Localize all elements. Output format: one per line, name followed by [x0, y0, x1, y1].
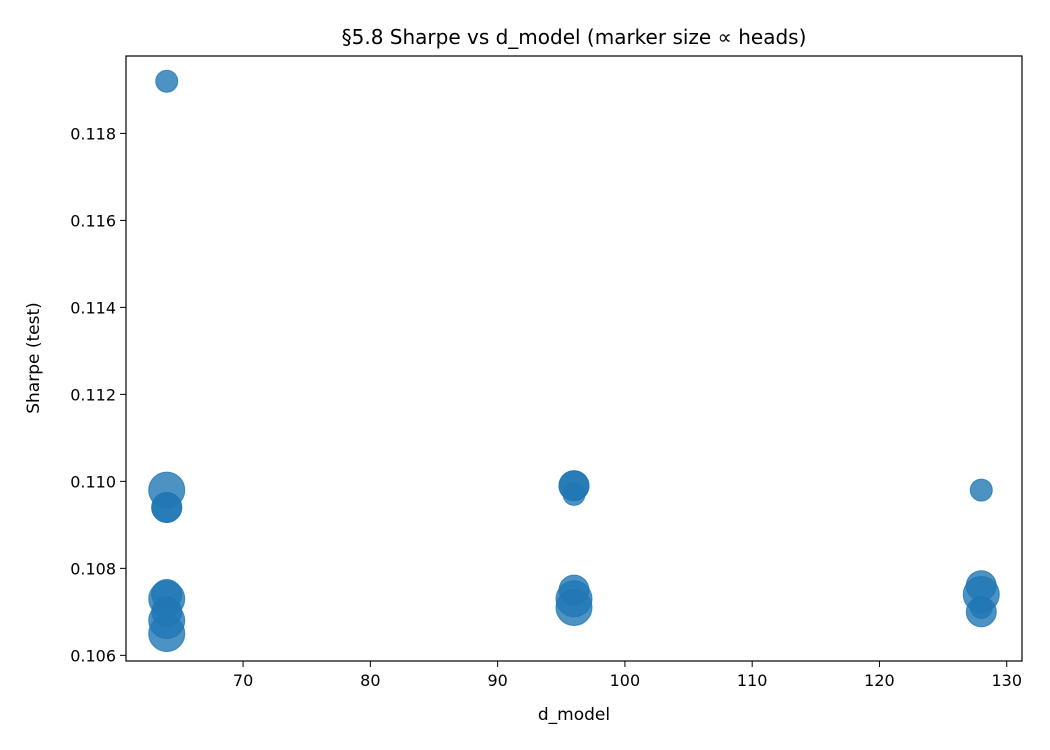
- y-tick-label: 0.112: [70, 385, 116, 404]
- x-tick-label: 100: [610, 671, 641, 690]
- y-tick-label: 0.106: [70, 646, 116, 665]
- x-axis-title: d_model: [538, 705, 610, 725]
- data-point-15: [555, 589, 593, 627]
- y-tick-label: 0.114: [70, 298, 116, 317]
- y-tick-label: 0.118: [70, 124, 116, 143]
- data-point-12: [562, 482, 586, 506]
- y-tick-label: 0.110: [70, 472, 116, 491]
- y-axis-title: Sharpe (test): [24, 302, 44, 414]
- x-tick-label: 130: [991, 671, 1022, 690]
- x-tick-label: 110: [737, 671, 768, 690]
- data-point-16: [969, 478, 993, 502]
- chart-title: §5.8 Sharpe vs d_model (marker size ∝ he…: [342, 25, 807, 49]
- x-tick-label: 70: [233, 671, 253, 690]
- x-tick-label: 80: [360, 671, 380, 690]
- y-tick-label: 0.108: [70, 559, 116, 578]
- data-point-9: [148, 615, 186, 653]
- data-point-20: [965, 596, 997, 628]
- data-points: [148, 69, 1000, 653]
- plot-frame: [125, 55, 1023, 662]
- y-tick-label: 0.116: [70, 211, 116, 230]
- data-point-1: [155, 69, 179, 93]
- y-axis-ticks: 0.106 0.108 0.110 0.112 0.114 0.116 0.118: [70, 124, 126, 665]
- x-tick-label: 90: [487, 671, 507, 690]
- x-tick-label: 120: [864, 671, 895, 690]
- x-axis-ticks: 70 80 90 100 110 120 130: [233, 661, 1022, 690]
- data-point-4: [151, 491, 183, 523]
